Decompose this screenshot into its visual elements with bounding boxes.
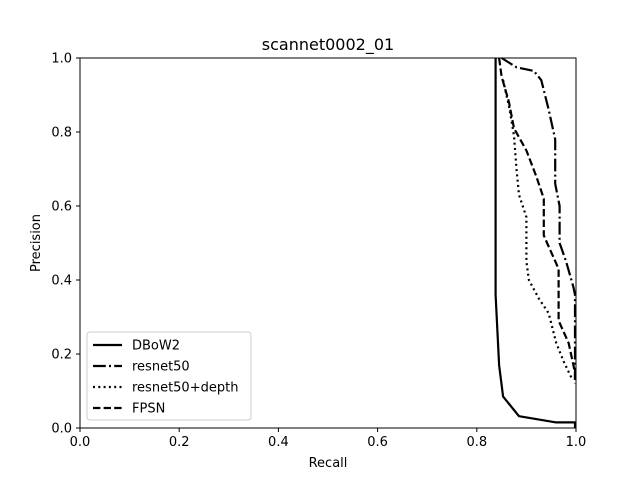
x-tick-label: 0.0 xyxy=(70,435,91,450)
plot-frame xyxy=(79,57,577,429)
y-tick-label: 0.0 xyxy=(51,422,72,437)
legend-box xyxy=(86,331,252,421)
y-tick-label: 0.8 xyxy=(51,126,72,141)
legend-label-0: DBoW2 xyxy=(132,339,180,354)
y-tick-label: 1.0 xyxy=(51,52,72,67)
legend-label-2: resnet50+depth xyxy=(132,381,238,396)
x-tick-label: 1.0 xyxy=(566,435,587,450)
y-tick-label: 0.6 xyxy=(51,200,72,215)
series-layer xyxy=(494,57,577,428)
series-line-2 xyxy=(502,79,574,381)
x-tick-label: 0.2 xyxy=(169,435,190,450)
chart-title: scannet0002_01 xyxy=(262,35,394,55)
legend-label-1: resnet50 xyxy=(132,360,190,375)
series-line-0 xyxy=(494,58,577,428)
x-tick-label: 0.4 xyxy=(268,435,289,450)
y-tick-label: 0.2 xyxy=(51,348,72,363)
y-tick-label: 0.4 xyxy=(51,274,72,289)
series-line-1 xyxy=(501,57,577,380)
x-tick-label: 0.6 xyxy=(367,435,388,450)
x-tick-label: 0.8 xyxy=(466,435,487,450)
x-axis-label: Recall xyxy=(309,456,348,471)
ticks-layer: 0.0 0.2 0.4 0.6 0.8 1.0 0.0 0.2 0.4 0.6 0.8 1.0 xyxy=(51,52,586,451)
legend: DBoW2 resnet50 resnet50+depth FPSN xyxy=(86,331,252,421)
legend-label-3: FPSN xyxy=(132,402,165,417)
series-line-3 xyxy=(498,57,577,384)
y-axis-label: Precision xyxy=(29,214,44,272)
